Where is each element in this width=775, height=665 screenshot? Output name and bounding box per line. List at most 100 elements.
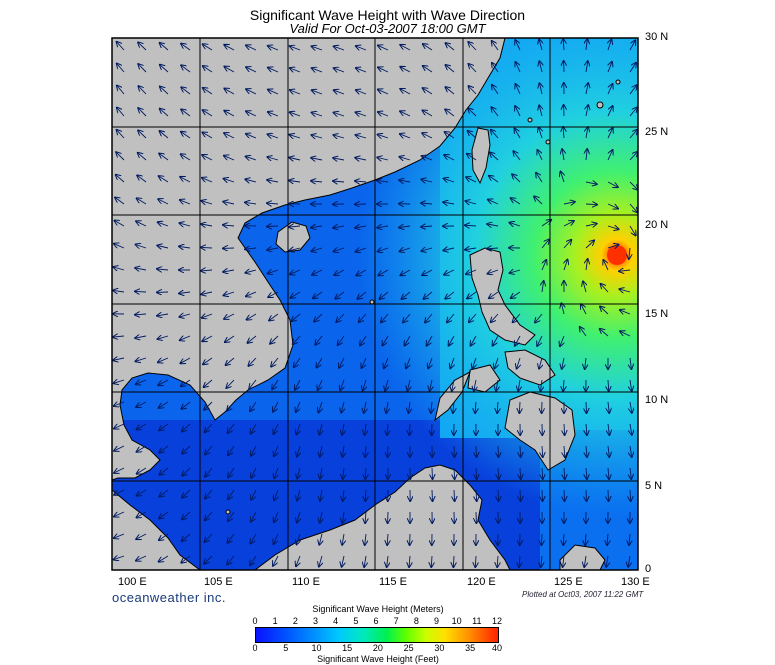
wave-direction-arrow bbox=[114, 556, 125, 560]
wave-direction-arrow bbox=[586, 83, 588, 95]
meters-tick: 7 bbox=[393, 616, 399, 626]
wave-direction-arrow bbox=[561, 303, 564, 315]
wave-direction-arrow bbox=[114, 489, 125, 495]
wave-direction-arrow bbox=[629, 40, 635, 51]
wave-direction-arrow bbox=[469, 64, 477, 73]
wave-direction-arrow bbox=[363, 379, 366, 391]
wave-direction-arrow bbox=[205, 467, 213, 477]
wave-direction-arrow bbox=[202, 155, 213, 161]
wave-direction-arrow bbox=[445, 291, 455, 299]
wave-direction-arrow bbox=[427, 335, 433, 346]
wave-direction-arrow bbox=[180, 357, 191, 363]
wave-direction-arrow bbox=[356, 269, 367, 275]
wave-direction-arrow bbox=[511, 198, 521, 205]
wave-direction-arrow bbox=[630, 401, 632, 413]
feet-tick: 40 bbox=[491, 643, 503, 653]
wave-direction-arrow bbox=[289, 158, 301, 161]
wave-direction-arrow bbox=[223, 202, 235, 204]
meters-tick: 2 bbox=[292, 616, 298, 626]
wave-direction-arrow bbox=[620, 310, 631, 314]
wave-direction-arrow bbox=[469, 86, 477, 95]
wave-direction-arrow bbox=[513, 313, 521, 322]
wave-direction-arrow bbox=[539, 357, 542, 369]
wave-direction-arrow bbox=[629, 63, 636, 73]
wave-direction-arrow bbox=[138, 86, 147, 95]
wave-direction-arrow bbox=[297, 445, 300, 457]
wave-direction-arrow bbox=[476, 445, 477, 457]
wave-direction-arrow bbox=[356, 90, 367, 94]
wave-direction-arrow bbox=[607, 245, 619, 248]
wave-direction-arrow bbox=[510, 223, 521, 226]
wave-direction-arrow bbox=[443, 248, 455, 251]
wave-direction-arrow bbox=[619, 289, 631, 292]
wave-direction-arrow bbox=[117, 64, 125, 73]
oceanweather-logo: oceanweather inc. bbox=[112, 590, 227, 605]
wave-direction-arrow bbox=[319, 533, 322, 545]
wave-direction-arrow bbox=[228, 445, 235, 455]
wave-direction-arrow bbox=[274, 511, 278, 522]
wave-direction-arrow bbox=[454, 467, 455, 479]
wave-direction-arrow bbox=[356, 248, 367, 252]
wave-direction-arrow bbox=[136, 533, 147, 539]
wave-direction-arrow bbox=[320, 511, 322, 523]
wave-direction-arrow bbox=[513, 151, 521, 161]
wave-direction-arrow bbox=[586, 61, 588, 73]
wave-direction-arrow bbox=[340, 379, 344, 390]
wave-direction-arrow bbox=[182, 467, 191, 476]
wave-direction-arrow bbox=[274, 489, 278, 500]
wave-direction-arrow bbox=[159, 401, 169, 408]
wave-direction-arrow bbox=[382, 335, 389, 345]
wave-direction-arrow bbox=[584, 555, 586, 567]
wave-direction-arrow bbox=[407, 379, 410, 391]
wave-direction-arrow bbox=[492, 85, 499, 95]
wave-direction-arrow bbox=[542, 489, 543, 501]
wave-direction-arrow bbox=[365, 423, 366, 435]
wave-direction-arrow bbox=[542, 445, 543, 457]
wave-direction-arrow bbox=[430, 379, 432, 391]
wave-direction-arrow bbox=[563, 202, 575, 204]
wave-direction-arrow bbox=[203, 132, 213, 139]
wave-direction-arrow bbox=[311, 158, 323, 160]
lat-label-25n: 25 N bbox=[645, 126, 669, 138]
wave-direction-arrow bbox=[421, 226, 433, 227]
wave-direction-arrow bbox=[585, 182, 597, 184]
wave-direction-arrow bbox=[563, 127, 564, 139]
wave-direction-arrow bbox=[159, 154, 169, 161]
wave-direction-arrow bbox=[585, 241, 594, 249]
meters-tick: 1 bbox=[272, 616, 278, 626]
wave-direction-arrow bbox=[226, 379, 235, 388]
wave-direction-arrow bbox=[297, 533, 301, 544]
wave-direction-arrow bbox=[387, 555, 388, 567]
wave-direction-arrow bbox=[489, 176, 499, 183]
wave-direction-arrow bbox=[497, 555, 498, 567]
wave-direction-arrow bbox=[333, 181, 345, 182]
wave-direction-arrow bbox=[355, 226, 367, 228]
wave-direction-arrow bbox=[179, 292, 191, 293]
wave-direction-arrow bbox=[297, 489, 300, 501]
wave-direction-arrow bbox=[179, 314, 191, 317]
wave-direction-arrow bbox=[378, 90, 389, 95]
wave-direction-arrow bbox=[247, 313, 257, 320]
wave-direction-arrow bbox=[334, 46, 345, 50]
wave-direction-arrow bbox=[400, 134, 411, 138]
wave-direction-arrow bbox=[228, 533, 235, 543]
wave-direction-arrow bbox=[313, 291, 323, 298]
wave-direction-arrow bbox=[538, 150, 543, 161]
wave-direction-arrow bbox=[319, 423, 322, 435]
wave-direction-arrow bbox=[357, 291, 367, 299]
wave-direction-arrow bbox=[158, 336, 169, 339]
lat-label-20n: 20 N bbox=[645, 219, 669, 231]
map-area bbox=[112, 38, 638, 570]
wave-direction-arrow bbox=[561, 172, 565, 183]
feet-tick: 5 bbox=[283, 643, 289, 653]
wave-direction-arrow bbox=[581, 304, 587, 315]
wave-direction-arrow bbox=[290, 135, 301, 138]
wave-direction-arrow bbox=[341, 401, 344, 413]
wave-direction-arrow bbox=[535, 313, 543, 323]
wave-direction-arrow bbox=[296, 423, 300, 434]
wave-direction-arrow bbox=[138, 130, 147, 139]
wave-direction-arrow bbox=[562, 149, 564, 161]
wave-direction-arrow bbox=[539, 128, 542, 139]
wave-direction-arrow bbox=[202, 314, 213, 318]
wave-direction-arrow bbox=[334, 68, 345, 72]
